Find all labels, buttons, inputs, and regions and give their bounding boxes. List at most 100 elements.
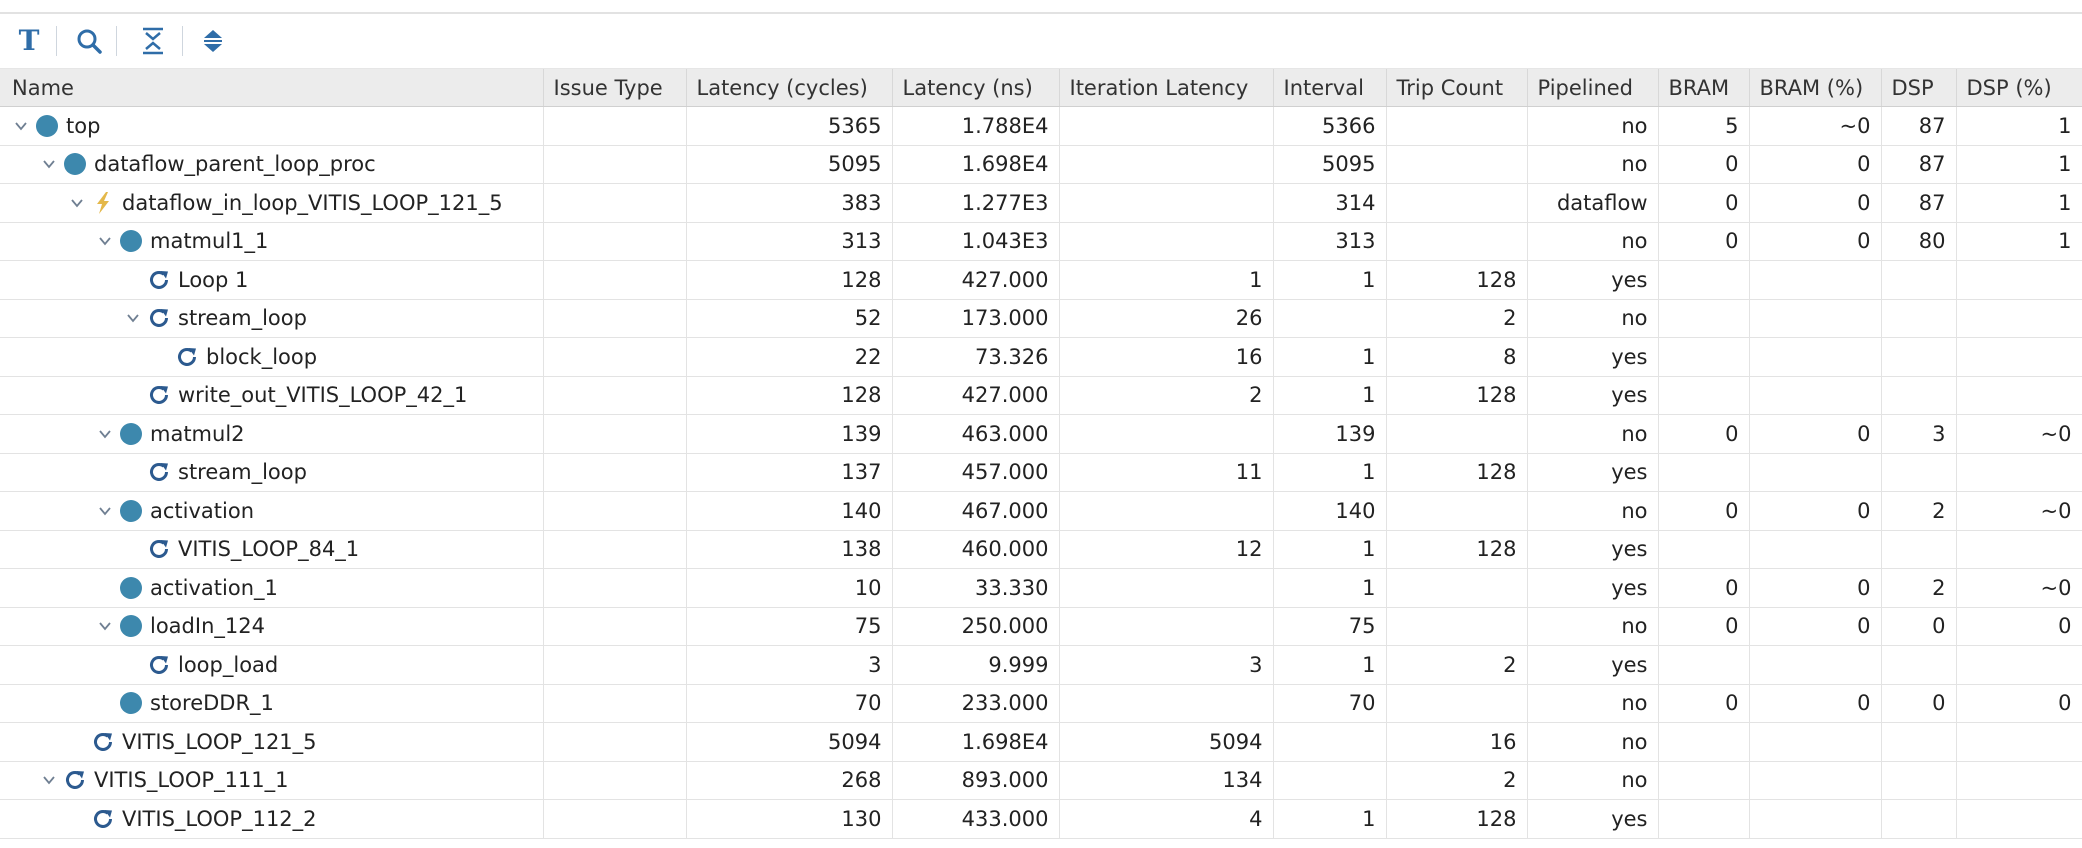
name-cell[interactable]: loop_load xyxy=(0,645,544,685)
column-header-name[interactable]: Name xyxy=(0,69,544,107)
search-button[interactable] xyxy=(72,24,106,58)
table-row[interactable]: matmul2 139 463.000 139 no 0 0 3 ~0 xyxy=(0,414,2082,454)
name-cell[interactable]: dataflow_parent_loop_proc xyxy=(0,145,544,184)
name-cell[interactable]: dataflow_in_loop_VITIS_LOOP_121_5 xyxy=(0,183,544,223)
chevron-down-icon[interactable] xyxy=(120,305,146,331)
table-row[interactable]: stream_loop 52 173.000 26 2 no xyxy=(0,299,2082,338)
name-cell[interactable]: top xyxy=(0,106,544,146)
cell-latency-ns: 457.000 xyxy=(892,453,1060,492)
name-cell[interactable]: VITIS_LOOP_84_1 xyxy=(0,530,544,569)
table-row[interactable]: loadIn_124 75 250.000 75 no 0 0 0 0 xyxy=(0,607,2082,646)
chevron-down-icon[interactable] xyxy=(36,767,62,793)
table-row[interactable]: VITIS_LOOP_121_5 5094 1.698E4 5094 16 no xyxy=(0,722,2082,762)
text-format-icon: T xyxy=(18,24,40,57)
cell-iteration-latency: 11 xyxy=(1059,453,1274,492)
cell-dsp-pct: 0 xyxy=(1956,607,2082,646)
name-cell[interactable]: activation xyxy=(0,491,544,531)
cell-latency-cycles: 22 xyxy=(686,337,893,377)
name-cell[interactable]: storeDDR_1 xyxy=(0,684,544,723)
table-row[interactable]: matmul1_1 313 1.043E3 313 no 0 0 80 1 xyxy=(0,222,2082,261)
cell-latency-ns: 250.000 xyxy=(892,607,1060,646)
name-cell[interactable]: loadIn_124 xyxy=(0,607,544,646)
cell-dsp: 0 xyxy=(1881,607,1957,646)
cell-issue-type xyxy=(543,106,687,146)
cell-dsp-pct: 1 xyxy=(1956,183,2082,223)
cell-pipelined: no xyxy=(1527,414,1659,454)
column-header-pipelined[interactable]: Pipelined xyxy=(1527,69,1659,107)
table-row[interactable]: activation_1 10 33.330 1 yes 0 0 2 ~0 xyxy=(0,568,2082,608)
table-row[interactable]: activation 140 467.000 140 no 0 0 2 ~0 xyxy=(0,491,2082,531)
cell-dsp-pct: ~0 xyxy=(1956,568,2082,608)
name-cell[interactable]: VITIS_LOOP_112_2 xyxy=(0,799,544,839)
table-row[interactable]: storeDDR_1 70 233.000 70 no 0 0 0 0 xyxy=(0,684,2082,723)
chevron-down-icon[interactable] xyxy=(64,190,90,216)
expand-all-icon xyxy=(204,30,222,52)
text-format-button[interactable]: T xyxy=(12,24,46,58)
name-cell[interactable]: stream_loop xyxy=(0,299,544,338)
expand-all-button[interactable] xyxy=(196,24,230,58)
name-cell[interactable]: block_loop xyxy=(0,337,544,377)
search-icon xyxy=(77,29,102,54)
loop-icon xyxy=(146,652,172,678)
cell-pipelined: yes xyxy=(1527,376,1659,415)
cell-interval: 139 xyxy=(1273,414,1387,454)
column-header-dsp-pct[interactable]: DSP (%) xyxy=(1956,69,2082,107)
name-cell[interactable]: activation_1 xyxy=(0,568,544,608)
chevron-down-icon[interactable] xyxy=(92,498,118,524)
table-row[interactable]: loop_load 3 9.999 3 1 2 yes xyxy=(0,645,2082,685)
column-header-bram-pct[interactable]: BRAM (%) xyxy=(1749,69,1882,107)
chevron-down-icon[interactable] xyxy=(92,421,118,447)
cell-latency-cycles: 130 xyxy=(686,799,893,839)
row-name: dataflow_in_loop_VITIS_LOOP_121_5 xyxy=(122,190,503,215)
name-cell[interactable]: VITIS_LOOP_121_5 xyxy=(0,722,544,762)
cell-dsp-pct: 1 xyxy=(1956,222,2082,261)
cell-latency-ns: 463.000 xyxy=(892,414,1060,454)
cell-latency-ns: 1.698E4 xyxy=(892,145,1060,184)
cell-interval xyxy=(1273,722,1387,762)
cell-latency-ns: 427.000 xyxy=(892,376,1060,415)
cell-pipelined: no xyxy=(1527,684,1659,723)
row-name: dataflow_parent_loop_proc xyxy=(94,152,376,177)
name-cell[interactable]: VITIS_LOOP_111_1 xyxy=(0,761,544,800)
chevron-down-icon[interactable] xyxy=(92,228,118,254)
cell-issue-type xyxy=(543,260,687,300)
column-header-dsp[interactable]: DSP xyxy=(1881,69,1957,107)
table-row[interactable]: top 5365 1.788E4 5366 no 5 ~0 87 1 xyxy=(0,106,2082,146)
cell-bram-pct: 0 xyxy=(1749,414,1882,454)
cell-bram: 0 xyxy=(1658,414,1750,454)
cell-bram-pct: 0 xyxy=(1749,568,1882,608)
table-row[interactable]: dataflow_in_loop_VITIS_LOOP_121_5 383 1.27… xyxy=(0,183,2082,223)
column-header-interval[interactable]: Interval xyxy=(1273,69,1387,107)
name-cell[interactable]: matmul2 xyxy=(0,414,544,454)
cell-interval: 1 xyxy=(1273,799,1387,839)
table-row[interactable]: block_loop 22 73.326 16 1 8 yes xyxy=(0,337,2082,377)
cell-bram xyxy=(1658,761,1750,800)
column-header-issue-type[interactable]: Issue Type xyxy=(543,69,687,107)
chevron-down-icon[interactable] xyxy=(8,113,34,139)
cell-bram-pct xyxy=(1749,645,1882,685)
cell-pipelined: no xyxy=(1527,722,1659,762)
table-row[interactable]: stream_loop 137 457.000 11 1 128 yes xyxy=(0,453,2082,492)
table-row[interactable]: VITIS_LOOP_111_1 268 893.000 134 2 no xyxy=(0,761,2082,800)
row-name: loop_load xyxy=(178,652,279,677)
table-row[interactable]: dataflow_parent_loop_proc 5095 1.698E4 5095… xyxy=(0,145,2082,184)
table-row[interactable]: VITIS_LOOP_84_1 138 460.000 12 1 128 yes xyxy=(0,530,2082,569)
column-header-latency-ns[interactable]: Latency (ns) xyxy=(892,69,1060,107)
column-header-latency-cycles[interactable]: Latency (cycles) xyxy=(686,69,893,107)
collapse-all-button[interactable] xyxy=(136,24,170,58)
chevron-down-icon[interactable] xyxy=(92,613,118,639)
column-header-bram[interactable]: BRAM xyxy=(1658,69,1750,107)
column-header-trip-count[interactable]: Trip Count xyxy=(1386,69,1528,107)
table-row[interactable]: write_out_VITIS_LOOP_42_1 128 427.000 2 1 128… xyxy=(0,376,2082,415)
name-cell[interactable]: matmul1_1 xyxy=(0,222,544,261)
column-header-iteration-latency[interactable]: Iteration Latency xyxy=(1059,69,1274,107)
name-cell[interactable]: write_out_VITIS_LOOP_42_1 xyxy=(0,376,544,415)
name-cell[interactable]: stream_loop xyxy=(0,453,544,492)
name-cell[interactable]: Loop 1 xyxy=(0,260,544,300)
chevron-down-icon[interactable] xyxy=(36,151,62,177)
table-row[interactable]: Loop 1 128 427.000 1 1 128 yes xyxy=(0,260,2082,300)
table-row[interactable]: VITIS_LOOP_112_2 130 433.000 4 1 128 yes xyxy=(0,799,2082,839)
function-icon xyxy=(118,575,144,601)
cell-bram-pct xyxy=(1749,337,1882,377)
cell-pipelined: yes xyxy=(1527,260,1659,300)
